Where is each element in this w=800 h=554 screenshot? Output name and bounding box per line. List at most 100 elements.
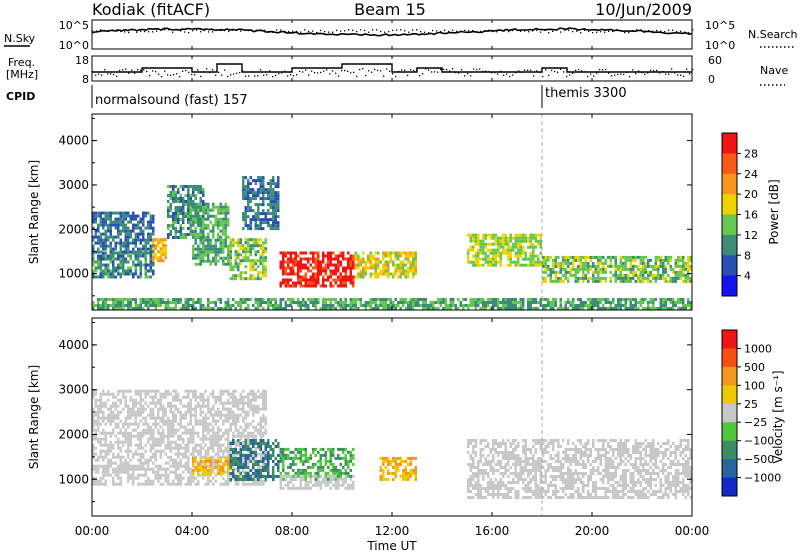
data-cell (117, 446, 120, 450)
data-cell (149, 446, 152, 450)
noise-search-dot (188, 32, 190, 34)
data-cell (259, 455, 262, 459)
nave-dot (395, 75, 397, 78)
data-cell (134, 235, 137, 239)
data-cell (134, 226, 137, 230)
data-cell (207, 473, 210, 477)
data-cell (169, 407, 172, 411)
data-cell (679, 301, 682, 304)
nave-dot (494, 72, 496, 74)
data-cell (102, 389, 105, 393)
data-cell (549, 270, 552, 274)
data-cell (452, 301, 455, 304)
data-cell (124, 257, 127, 261)
data-cell (289, 284, 292, 288)
data-cell (204, 419, 207, 423)
data-cell (274, 209, 277, 213)
data-cell (159, 395, 162, 399)
data-cell (122, 241, 125, 245)
data-cell (192, 464, 195, 468)
data-cell (97, 247, 100, 251)
data-cell (132, 263, 135, 267)
data-cell (399, 275, 402, 279)
data-cell (412, 298, 415, 301)
data-cell (297, 260, 300, 264)
data-cell (119, 257, 122, 261)
nave-dot (116, 75, 118, 77)
data-cell (137, 407, 140, 411)
data-cell (277, 221, 280, 225)
data-cell (104, 251, 107, 255)
data-cell (132, 226, 135, 230)
data-cell (292, 269, 295, 273)
data-cell (674, 276, 677, 280)
data-cell (599, 301, 602, 304)
data-cell (144, 263, 147, 267)
data-cell (102, 428, 105, 432)
data-cell (272, 215, 275, 219)
data-cell (342, 281, 345, 285)
data-cell (359, 272, 362, 276)
data-cell (477, 301, 480, 304)
data-cell (369, 272, 372, 276)
data-cell (349, 275, 352, 279)
data-cell (192, 407, 195, 411)
data-cell (324, 278, 327, 282)
data-cell (274, 227, 277, 231)
data-cell (314, 307, 317, 310)
data-cell (262, 434, 265, 438)
data-cell (594, 298, 597, 301)
data-cell (127, 266, 130, 270)
nave-dot (320, 71, 322, 74)
data-cell (244, 221, 247, 225)
data-cell (497, 245, 500, 249)
data-cell (262, 212, 265, 216)
data-cell (97, 413, 100, 417)
data-cell (632, 267, 635, 271)
data-cell (222, 217, 225, 221)
data-cell (297, 278, 300, 282)
data-cell (407, 304, 410, 307)
data-cell (179, 458, 182, 462)
data-cell (617, 276, 620, 280)
data-cell (469, 304, 472, 307)
data-cell (562, 267, 565, 271)
nave-dot (668, 73, 670, 75)
data-cell (517, 257, 520, 261)
data-cell (174, 416, 177, 420)
data-cell (277, 191, 280, 195)
noise-search-dot (368, 31, 370, 33)
data-cell (669, 264, 672, 268)
data-cell (107, 238, 110, 242)
data-cell (349, 307, 352, 310)
data-cell (304, 266, 307, 270)
data-cell (169, 203, 172, 206)
data-cell (297, 275, 300, 279)
data-cell (217, 205, 220, 209)
data-cell (114, 407, 117, 411)
data-cell (222, 392, 225, 396)
data-cell (242, 185, 245, 189)
data-cell (639, 255, 642, 259)
data-cell (257, 250, 260, 254)
data-cell (109, 449, 112, 453)
data-cell (359, 269, 362, 273)
data-cell (214, 440, 217, 444)
data-cell (117, 232, 120, 236)
data-cell (667, 307, 670, 310)
data-cell (117, 452, 120, 456)
data-cell (162, 238, 165, 242)
noise-panel: N.Sky 10^5 10^0 10^5 10^0 N.Search (4, 19, 798, 52)
data-cell (674, 304, 677, 307)
data-cell (164, 452, 167, 456)
data-cell (662, 273, 665, 277)
data-cell (539, 239, 542, 243)
data-cell (307, 278, 310, 282)
data-cell (529, 254, 532, 258)
data-cell (269, 197, 272, 201)
data-cell (97, 301, 100, 304)
data-cell (262, 247, 265, 251)
data-cell (99, 416, 102, 420)
data-cell (172, 197, 175, 200)
data-cell (129, 467, 132, 471)
